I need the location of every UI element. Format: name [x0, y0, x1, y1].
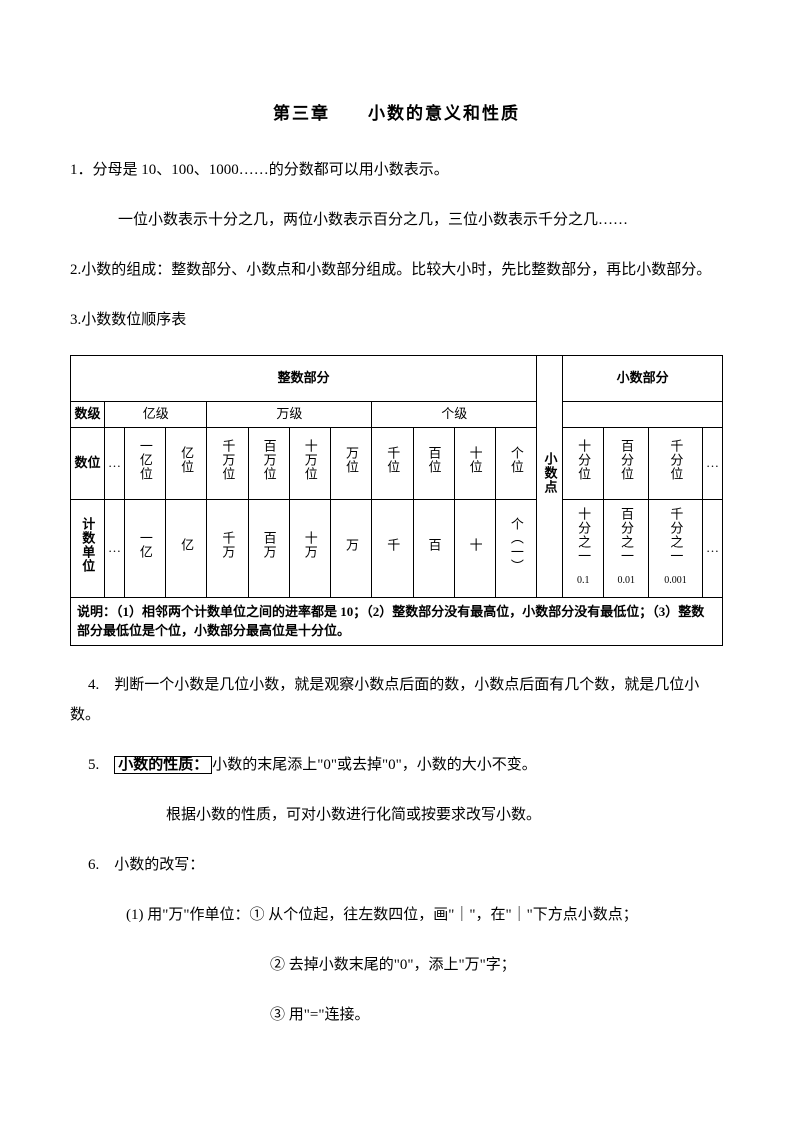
unit-bai: 百	[413, 499, 454, 597]
header-integer: 整数部分	[71, 356, 537, 402]
header-decimal: 小数部分	[563, 356, 723, 402]
unit-baiwan: 百万	[248, 499, 289, 597]
paragraph-4: 4. 判断一个小数是几位小数，就是观察小数点后面的数，小数点后面有几个数，就是几…	[70, 670, 723, 730]
unit-qianwan: 千万	[207, 499, 248, 597]
row-level-label: 数级	[71, 402, 105, 428]
chapter-title: 第三章 小数的意义和性质	[70, 100, 723, 127]
p5-box: 小数的性质：	[114, 756, 212, 774]
digit-ge: 个位	[495, 427, 536, 499]
place-value-table: 整数部分 小数点 小数部分 数级 亿级 万级 个级 数位 … 一亿位 亿位 千万…	[70, 355, 723, 646]
digit-ellipsis-r: …	[703, 427, 723, 499]
digit-qianwan: 千万位	[207, 427, 248, 499]
unit-yi: 亿	[166, 499, 207, 597]
paragraph-5c: 根据小数的性质，可对小数进行化简或按要求改写小数。	[70, 800, 723, 830]
digit-shi: 十位	[454, 427, 495, 499]
digit-baiwan: 百万位	[248, 427, 289, 499]
unit-yiyi: 一亿	[125, 499, 166, 597]
digit-wan: 万位	[331, 427, 372, 499]
unit-shi: 十	[454, 499, 495, 597]
digit-shifen: 十分位	[563, 427, 604, 499]
digit-yiyi: 一亿位	[125, 427, 166, 499]
row-digit-label: 数位	[71, 427, 105, 499]
unit-qianfen: 千分之一0.001	[649, 499, 703, 597]
paragraph-6-1: (1) 用"万"作单位：① 从个位起，往左数四位，画"｜"，在"｜"下方点小数点…	[70, 900, 723, 930]
digit-shiwan: 十万位	[289, 427, 330, 499]
paragraph-6-3: ③ 用"="连接。	[70, 1000, 723, 1030]
header-dot: 小数点	[537, 356, 563, 598]
unit-ellipsis-r: …	[703, 499, 723, 597]
paragraph-2: 2.小数的组成：整数部分、小数点和小数部分组成。比较大小时，先比整数部分，再比小…	[70, 255, 723, 285]
table-note: 说明：（1）相邻两个计数单位之间的进率都是 10；（2）整数部分没有最高位，小数…	[71, 597, 723, 645]
paragraph-1b: 一位小数表示十分之几，两位小数表示百分之几，三位小数表示千分之几……	[70, 205, 723, 235]
paragraph-5: 5. 小数的性质：小数的末尾添上"0"或去掉"0"，小数的大小不变。	[70, 750, 723, 780]
unit-baifen: 百分之一0.01	[604, 499, 649, 597]
digit-qian: 千位	[372, 427, 413, 499]
paragraph-6-2: ② 去掉小数末尾的"0"，添上"万"字；	[70, 950, 723, 980]
level-ge: 个级	[372, 402, 537, 428]
digit-qianfen: 千分位	[649, 427, 703, 499]
unit-wan: 万	[331, 499, 372, 597]
unit-ge: 个（一）	[495, 499, 536, 597]
level-yi: 亿级	[105, 402, 207, 428]
unit-shiwan: 十万	[289, 499, 330, 597]
digit-baifen: 百分位	[604, 427, 649, 499]
paragraph-3: 3.小数数位顺序表	[70, 305, 723, 335]
paragraph-6: 6. 小数的改写：	[70, 850, 723, 880]
digit-bai: 百位	[413, 427, 454, 499]
unit-ellipsis-l: …	[105, 499, 125, 597]
paragraph-1: 1．分母是 10、100、1000……的分数都可以用小数表示。	[70, 155, 723, 185]
p5-tail: 小数的末尾添上"0"或去掉"0"，小数的大小不变。	[212, 757, 537, 773]
p5-num: 5.	[88, 757, 114, 773]
digit-yi: 亿位	[166, 427, 207, 499]
level-wan: 万级	[207, 402, 372, 428]
row-unit-label: 计数单位	[71, 499, 105, 597]
digit-ellipsis-l: …	[105, 427, 125, 499]
level-dec-blank	[563, 402, 723, 428]
unit-shifen: 十分之一0.1	[563, 499, 604, 597]
unit-qian: 千	[372, 499, 413, 597]
